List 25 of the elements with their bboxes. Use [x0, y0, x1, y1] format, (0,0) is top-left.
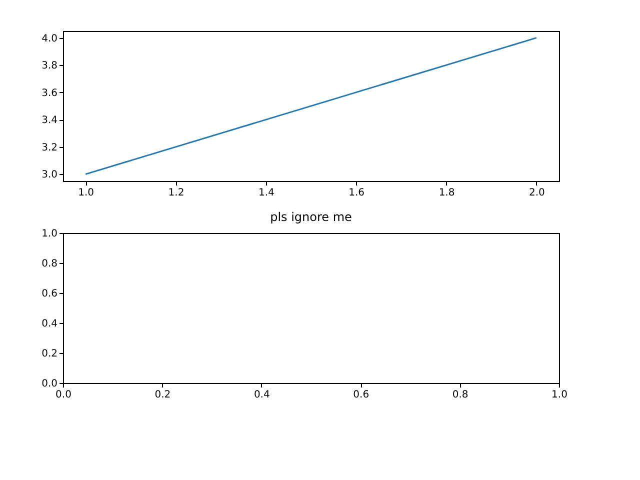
y-tick-label: 3.6: [42, 88, 58, 99]
y-tick-label: 0.6: [42, 288, 58, 300]
x-tick-label: 2.0: [529, 188, 545, 198]
chart-title: pls ignore me: [270, 210, 352, 224]
x-tick-label: 0.4: [254, 390, 270, 400]
x-tick-label: 0.6: [353, 390, 370, 400]
x-tick-label: 0.2: [154, 390, 171, 400]
x-tick-label: 1.2: [168, 188, 184, 198]
y-tick-label: 1.0: [42, 228, 58, 240]
y-tick-label: 0.8: [42, 258, 58, 270]
y-tick-label: 0.0: [42, 378, 58, 390]
x-tick-label: 1.6: [348, 188, 365, 198]
x-tick-label: 1.0: [552, 390, 568, 400]
y-tick-label: 3.0: [42, 170, 58, 181]
y-tick-label: 0.4: [42, 318, 58, 330]
x-tick-label: 1.0: [78, 188, 94, 198]
x-tick-label: 0.8: [452, 390, 468, 400]
x-tick-label: 1.4: [258, 188, 274, 198]
y-tick-label: 3.2: [42, 142, 58, 154]
y-tick-label: 0.2: [42, 348, 58, 360]
y-tick-label: 3.4: [42, 115, 58, 126]
y-tick-label: 4.0: [42, 33, 58, 44]
x-tick-label: 1.8: [438, 188, 455, 198]
y-tick-label: 3.8: [42, 60, 58, 72]
x-tick-label: 0.0: [56, 390, 72, 400]
